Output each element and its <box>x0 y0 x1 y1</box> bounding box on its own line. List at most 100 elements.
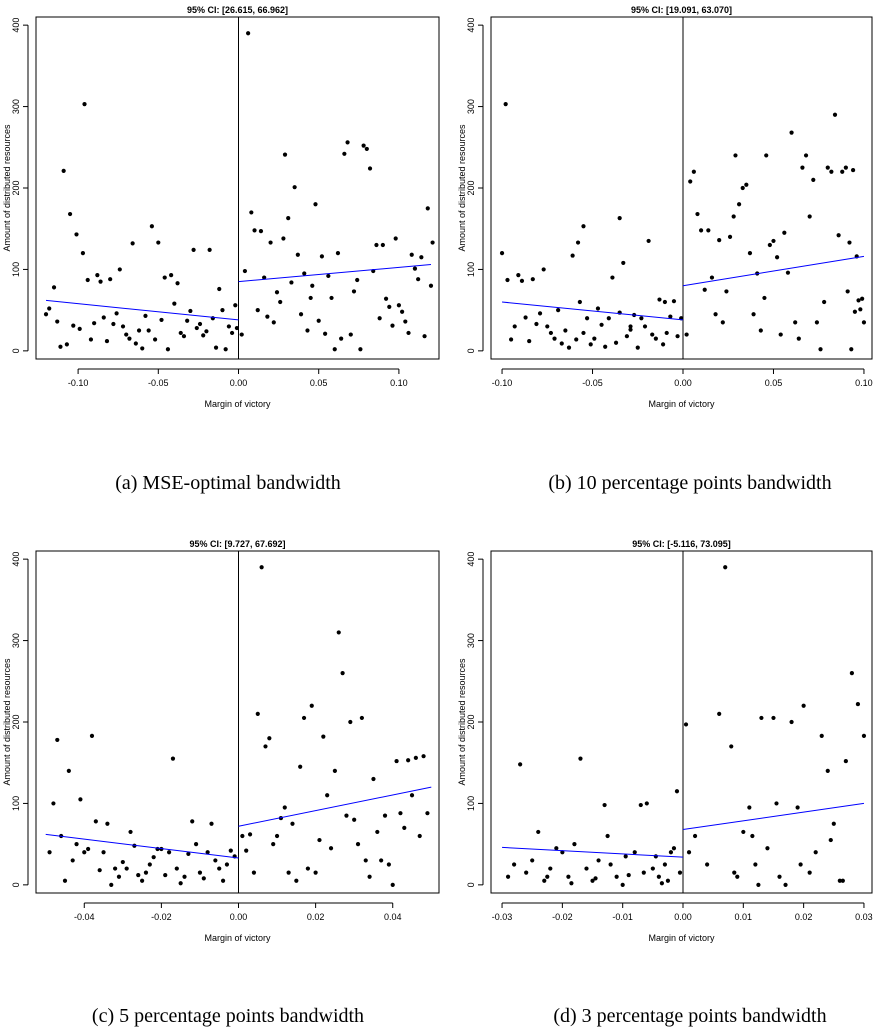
data-point <box>747 251 753 256</box>
data-point <box>581 330 586 336</box>
data-point <box>548 330 554 336</box>
data-point <box>396 303 401 308</box>
data-point <box>575 240 581 245</box>
y-axis-label: Amount of distributed resources <box>457 124 467 252</box>
x-tick-label: 0.02 <box>307 912 325 922</box>
data-point <box>811 177 816 182</box>
data-point <box>178 330 183 336</box>
data-point <box>55 737 60 743</box>
data-point <box>828 837 833 843</box>
data-point <box>321 734 326 739</box>
data-point <box>783 882 788 887</box>
data-point <box>695 211 700 217</box>
data-point <box>367 166 373 171</box>
x-tick-label: -0.02 <box>552 912 573 922</box>
data-point <box>268 240 273 245</box>
data-point <box>136 872 141 878</box>
data-point <box>620 882 625 887</box>
x-tick-label: -0.02 <box>151 912 172 922</box>
data-point <box>563 328 568 333</box>
data-point <box>262 275 267 280</box>
data-point <box>359 715 364 721</box>
data-point <box>577 299 582 305</box>
x-axis-label: Margin of victory <box>204 399 271 409</box>
data-point <box>530 858 535 863</box>
data-point <box>207 247 212 252</box>
data-point <box>592 336 597 341</box>
x-tick-label: 0.10 <box>390 378 408 388</box>
panel-caption: (d) 3 percentage points bandwidth <box>553 1005 826 1027</box>
data-point <box>310 283 315 288</box>
data-point <box>286 870 291 875</box>
data-point <box>133 341 138 346</box>
data-point <box>662 299 668 305</box>
data-point <box>542 878 547 883</box>
data-point <box>691 169 696 174</box>
data-point <box>850 167 856 173</box>
data-point <box>335 251 341 256</box>
data-point <box>182 874 187 879</box>
data-point <box>244 848 249 853</box>
y-tick-label: 200 <box>466 180 476 195</box>
data-point <box>425 811 430 816</box>
data-point <box>849 671 854 676</box>
data-point <box>675 334 680 339</box>
data-point <box>246 31 251 36</box>
data-point <box>111 321 116 327</box>
data-point <box>793 320 798 325</box>
data-point <box>819 733 824 738</box>
data-point <box>800 165 805 170</box>
data-point <box>255 711 260 716</box>
data-point <box>386 862 391 867</box>
data-point <box>188 308 193 314</box>
data-point <box>358 347 363 352</box>
data-point <box>332 347 337 352</box>
data-point <box>166 850 172 855</box>
data-point <box>71 323 76 328</box>
data-point <box>47 850 52 855</box>
data-point <box>348 332 353 337</box>
x-tick-label: 0.01 <box>735 912 753 922</box>
data-point <box>409 252 414 257</box>
data-point <box>825 768 830 773</box>
data-point <box>677 870 683 875</box>
data-point <box>109 882 114 887</box>
data-point <box>671 299 677 304</box>
data-point <box>302 271 307 276</box>
data-point <box>136 328 142 333</box>
data-point <box>77 326 82 331</box>
data-point <box>593 876 598 881</box>
data-point <box>736 202 742 207</box>
data-point <box>813 850 818 855</box>
data-point <box>352 817 357 822</box>
plot-frame <box>35 550 440 894</box>
data-point <box>61 168 66 173</box>
data-point <box>584 866 589 871</box>
data-point <box>512 862 517 867</box>
data-point <box>832 112 838 117</box>
data-point <box>845 289 850 294</box>
data-point <box>309 703 314 708</box>
data-point <box>387 304 392 309</box>
data-point <box>807 214 812 219</box>
data-point <box>140 346 145 351</box>
data-point <box>156 240 161 245</box>
data-point <box>545 324 550 329</box>
y-tick-label: 300 <box>11 99 21 114</box>
data-point <box>295 252 300 257</box>
data-point <box>78 797 83 802</box>
x-axis-label: Margin of victory <box>648 399 715 409</box>
y-axis-label: Amount of distributed resources <box>457 658 467 786</box>
fit-line-left <box>501 301 684 321</box>
data-point <box>258 229 264 234</box>
data-point <box>409 793 415 798</box>
data-point <box>70 858 75 863</box>
data-point <box>355 277 360 283</box>
data-point <box>840 878 845 883</box>
data-point <box>505 874 511 879</box>
data-point <box>93 819 98 824</box>
data-point <box>837 878 842 883</box>
y-tick-label: 300 <box>466 633 476 648</box>
data-point <box>668 850 674 855</box>
data-point <box>194 325 199 331</box>
